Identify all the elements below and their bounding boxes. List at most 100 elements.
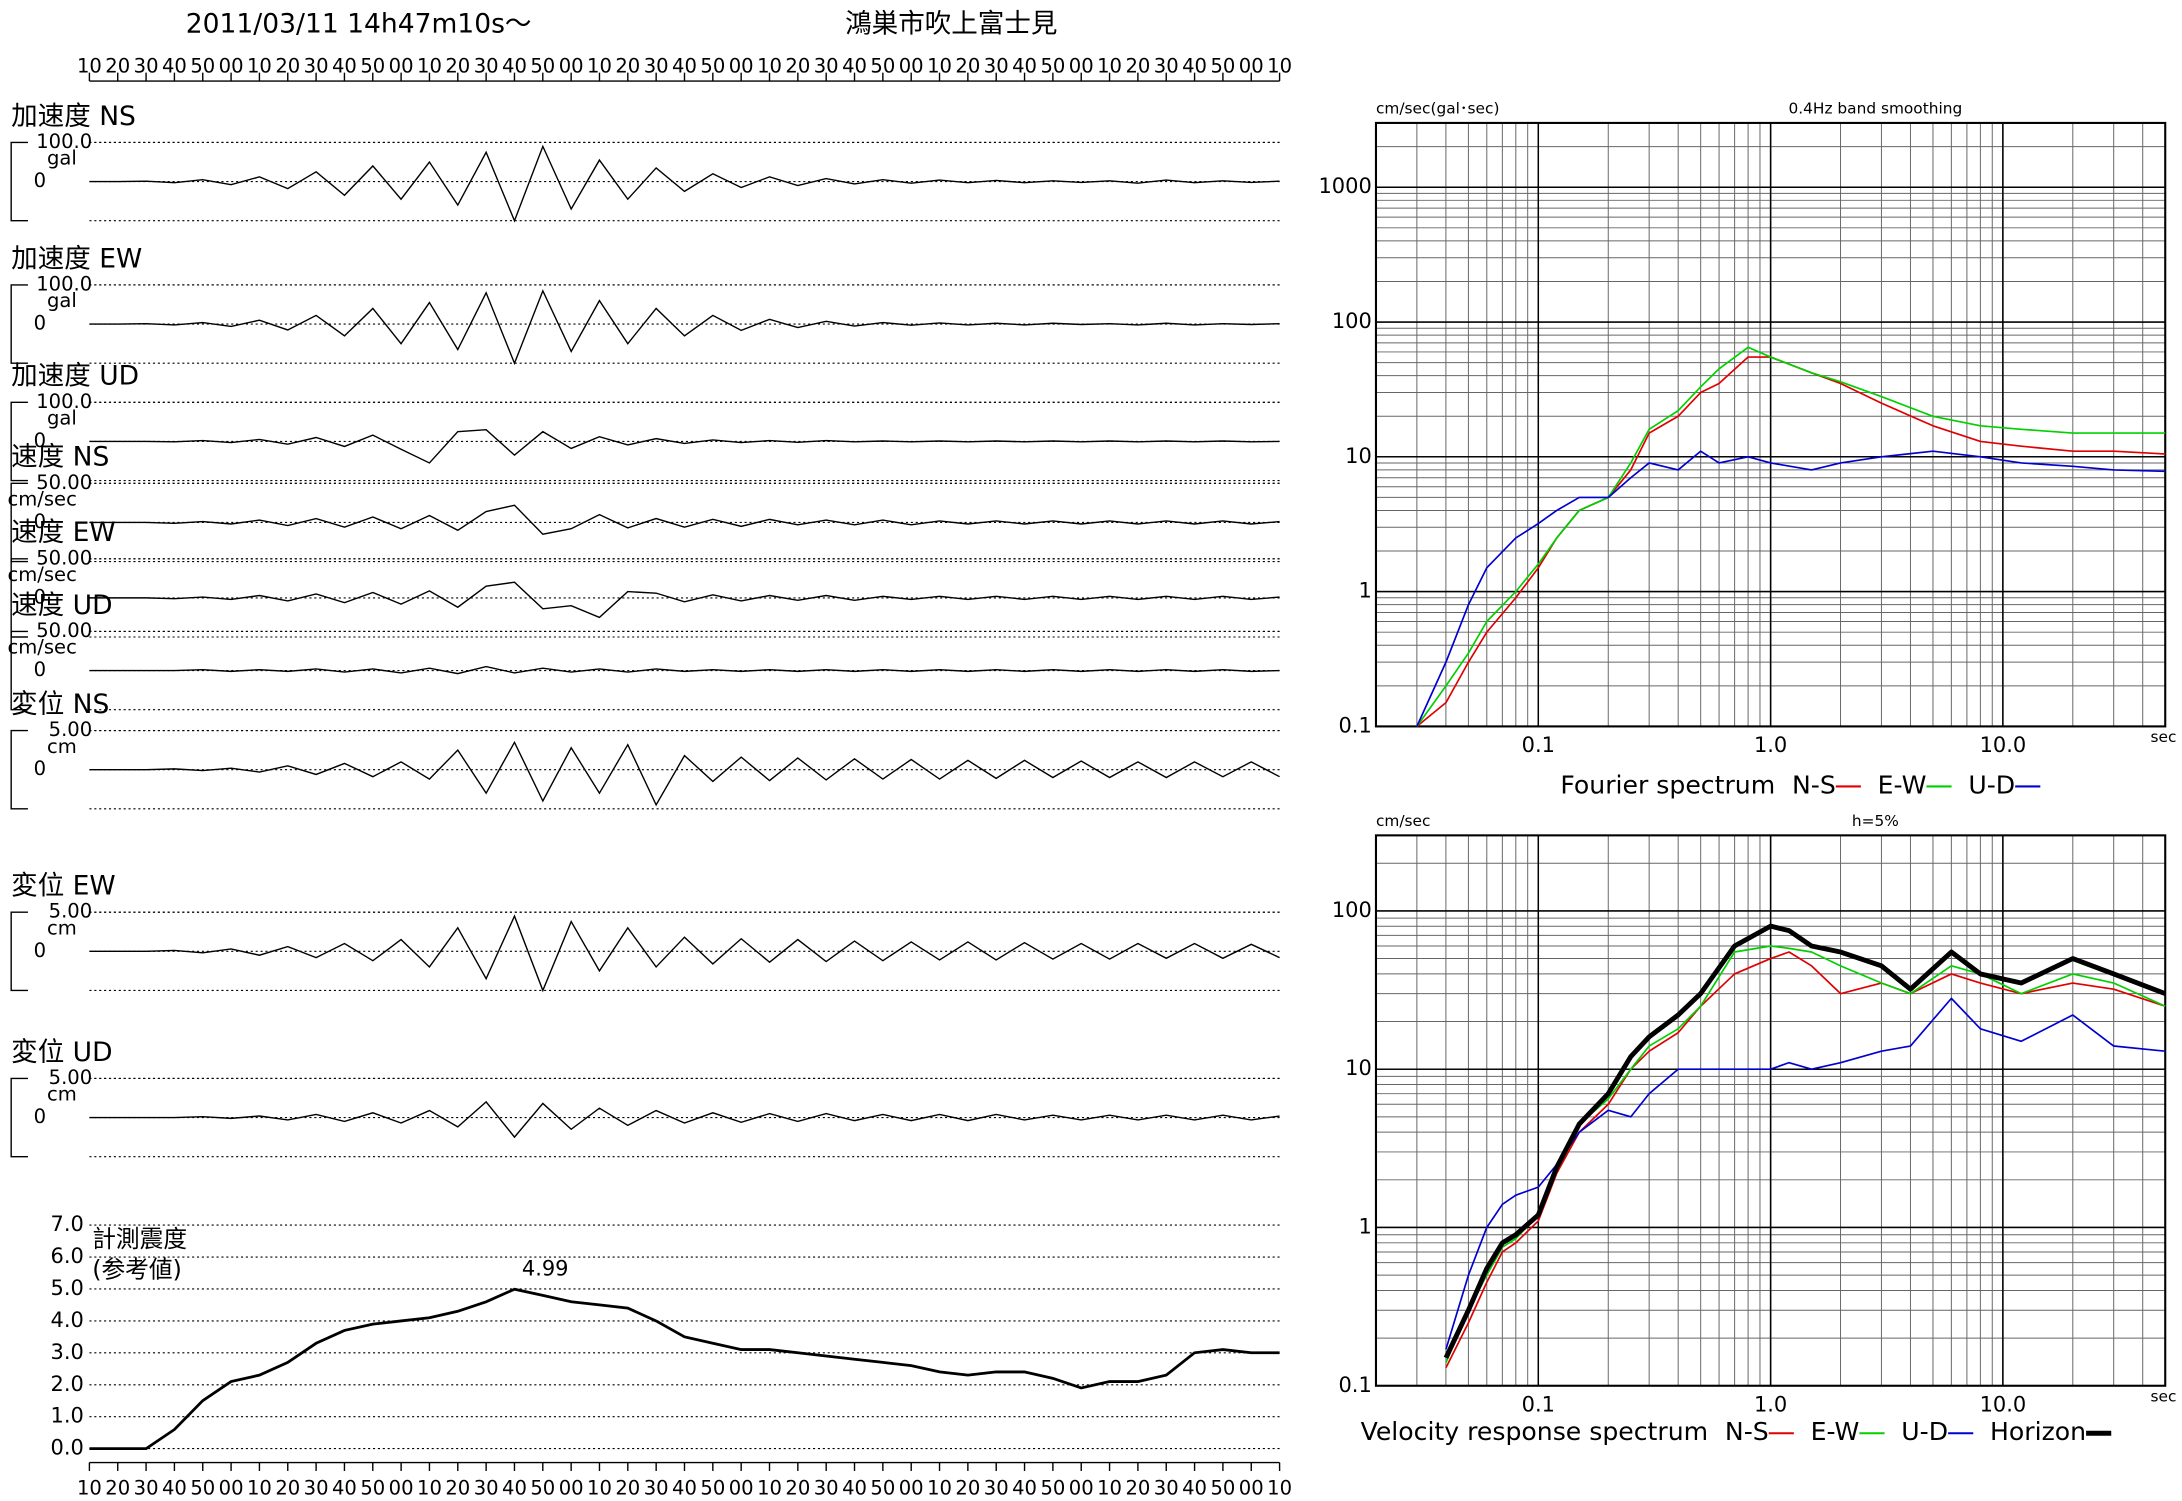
time-tick-label: 40 bbox=[842, 55, 867, 78]
time-tick-label: 50 bbox=[190, 1477, 215, 1500]
time-tick-label: 00 bbox=[729, 55, 754, 78]
time-tick-label: 40 bbox=[1182, 55, 1207, 78]
time-tick-label: 20 bbox=[275, 55, 300, 78]
y-tick-label: 1 bbox=[1358, 579, 1371, 603]
time-tick-label: 00 bbox=[219, 55, 244, 78]
time-tick-label: 10 bbox=[757, 1477, 782, 1500]
time-tick-label: 30 bbox=[984, 55, 1009, 78]
legend-label: Horizon bbox=[1990, 1417, 2086, 1446]
time-tick-label: 10 bbox=[1267, 1477, 1292, 1500]
waveform bbox=[89, 740, 1280, 807]
y-axis-label: cm/sec(gal･sec) bbox=[1376, 99, 1499, 117]
time-tick-label: 20 bbox=[785, 55, 810, 78]
x-axis-label: sec bbox=[2151, 728, 2177, 746]
time-tick-label: 40 bbox=[332, 1477, 357, 1500]
intensity-tick-label: 0.0 bbox=[51, 1436, 84, 1460]
time-tick-label: 40 bbox=[502, 1477, 527, 1500]
intensity-line bbox=[89, 1287, 1280, 1451]
trace-tick-label: 50.00 bbox=[36, 619, 92, 642]
time-tick-label: 00 bbox=[1069, 55, 1094, 78]
time-tick-label: 10 bbox=[927, 55, 952, 78]
time-tick-label: 50 bbox=[870, 1477, 895, 1500]
spectrum-line bbox=[1445, 997, 2166, 1350]
trace-tick-label: 0 bbox=[34, 939, 46, 962]
time-tick-label: 30 bbox=[134, 55, 159, 78]
time-tick-label: 00 bbox=[559, 1477, 584, 1500]
waveform bbox=[89, 665, 1280, 675]
x-tick-label: 0.1 bbox=[1522, 1392, 1555, 1416]
legend-label: U-D bbox=[1901, 1417, 1948, 1446]
time-tick-label: 30 bbox=[304, 55, 329, 78]
time-tick-label: 50 bbox=[1040, 1477, 1065, 1500]
time-tick-label: 50 bbox=[1210, 1477, 1235, 1500]
trace-tick-label: 0 bbox=[34, 585, 46, 608]
trace-unit: cm bbox=[47, 735, 77, 758]
trace-title: 加速度 UD bbox=[11, 361, 139, 392]
time-tick-label: 50 bbox=[700, 1477, 725, 1500]
trace-bracket bbox=[10, 911, 28, 992]
waveform bbox=[89, 1100, 1280, 1139]
intensity-title: 計測震度 bbox=[92, 1225, 187, 1253]
intensity-peak-label: 4.99 bbox=[522, 1257, 569, 1281]
waveform bbox=[89, 428, 1280, 464]
time-tick-label: 50 bbox=[360, 1477, 385, 1500]
trace-bracket bbox=[10, 401, 28, 482]
spectrum-line bbox=[1416, 450, 2166, 727]
plot-frame bbox=[1374, 121, 2167, 728]
chart-title: Velocity response spectrum bbox=[1361, 1417, 1709, 1446]
legend-label: N-S bbox=[1725, 1417, 1769, 1446]
time-tick-label: 10 bbox=[1097, 55, 1122, 78]
y-tick-label: 1 bbox=[1358, 1214, 1371, 1238]
trace-title: 加速度 NS bbox=[11, 101, 136, 132]
x-tick-label: 0.1 bbox=[1522, 733, 1555, 757]
time-tick-label: 20 bbox=[955, 1477, 980, 1500]
intensity-tick-label: 4.0 bbox=[51, 1308, 84, 1332]
record-datetime: 2011/03/11 14h47m10s〜 bbox=[186, 9, 532, 40]
trace-tick-label: 0 bbox=[34, 429, 46, 452]
time-tick-label: 10 bbox=[1267, 55, 1292, 78]
time-tick-label: 50 bbox=[700, 55, 725, 78]
x-tick-label: 10.0 bbox=[1980, 1392, 2027, 1416]
time-tick-label: 30 bbox=[134, 1477, 159, 1500]
chart-subtitle: 0.4Hz band smoothing bbox=[1789, 99, 1963, 117]
trace-bracket bbox=[10, 284, 28, 364]
time-tick-label: 00 bbox=[1239, 1477, 1264, 1500]
plot-frame bbox=[1374, 834, 2167, 1387]
trace-tick-label: 0 bbox=[34, 169, 46, 192]
time-tick-label: 50 bbox=[530, 55, 555, 78]
legend-label: E-W bbox=[1878, 770, 1927, 799]
time-tick-label: 20 bbox=[785, 1477, 810, 1500]
intensity-subtitle: (参考値) bbox=[92, 1256, 182, 1284]
x-axis-label: sec bbox=[2151, 1387, 2177, 1405]
time-tick-label: 50 bbox=[870, 55, 895, 78]
time-tick-label: 20 bbox=[615, 1477, 640, 1500]
time-tick-label: 20 bbox=[615, 55, 640, 78]
time-tick-label: 00 bbox=[389, 1477, 414, 1500]
time-tick-label: 40 bbox=[672, 1477, 697, 1500]
y-tick-label: 0.1 bbox=[1338, 1373, 1371, 1397]
trace-tick-label: 0 bbox=[34, 510, 46, 533]
y-axis-label: cm/sec bbox=[1376, 812, 1430, 830]
time-tick-label: 30 bbox=[1154, 55, 1179, 78]
time-tick-label: 40 bbox=[162, 1477, 187, 1500]
trace-tick-label: 5.00 bbox=[49, 1066, 93, 1089]
x-tick-label: 10.0 bbox=[1980, 733, 2027, 757]
waveform bbox=[89, 144, 1280, 223]
trace-unit: cm bbox=[47, 916, 77, 939]
time-tick-label: 20 bbox=[275, 1477, 300, 1500]
spectrum-line bbox=[1445, 951, 2166, 1369]
trace-unit: gal bbox=[47, 407, 77, 430]
time-tick-label: 20 bbox=[445, 1477, 470, 1500]
time-tick-label: 00 bbox=[1239, 55, 1264, 78]
chart-subtitle: h=5% bbox=[1852, 812, 1899, 830]
legend-label: N-S bbox=[1792, 770, 1836, 799]
time-tick-label: 00 bbox=[559, 55, 584, 78]
y-tick-label: 0.1 bbox=[1338, 713, 1371, 737]
trace-title: 速度 EW bbox=[11, 517, 116, 548]
trace-tick-label: 0 bbox=[34, 757, 46, 780]
trace-tick-label: 50.00 bbox=[36, 471, 92, 494]
intensity-tick-label: 2.0 bbox=[51, 1372, 84, 1396]
intensity-tick-label: 7.0 bbox=[51, 1212, 84, 1236]
trace-title: 変位 NS bbox=[11, 689, 109, 720]
trace-title: 加速度 EW bbox=[11, 243, 142, 274]
